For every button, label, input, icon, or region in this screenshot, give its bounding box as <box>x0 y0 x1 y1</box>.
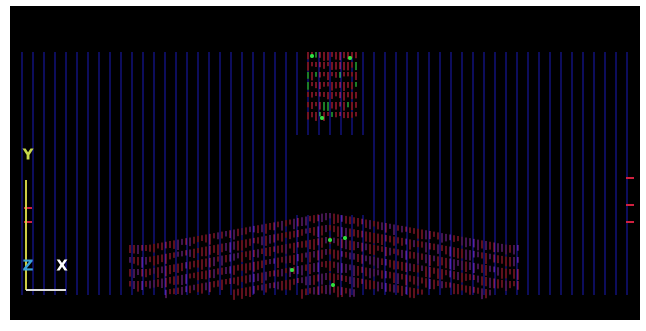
vector-point <box>348 56 352 60</box>
viewport: Y Z X <box>0 0 646 331</box>
vector-point <box>331 283 335 287</box>
vector-point <box>310 54 314 58</box>
vector-point <box>328 238 332 242</box>
vector-point <box>343 236 347 240</box>
y-axis-label: Y <box>22 146 35 164</box>
x-axis-label: X <box>56 257 68 275</box>
background <box>10 6 640 320</box>
vector-point <box>320 116 324 120</box>
vector-point <box>290 268 294 272</box>
z-axis-label: Z <box>23 257 34 275</box>
mesh-view: Y Z X <box>0 0 646 331</box>
